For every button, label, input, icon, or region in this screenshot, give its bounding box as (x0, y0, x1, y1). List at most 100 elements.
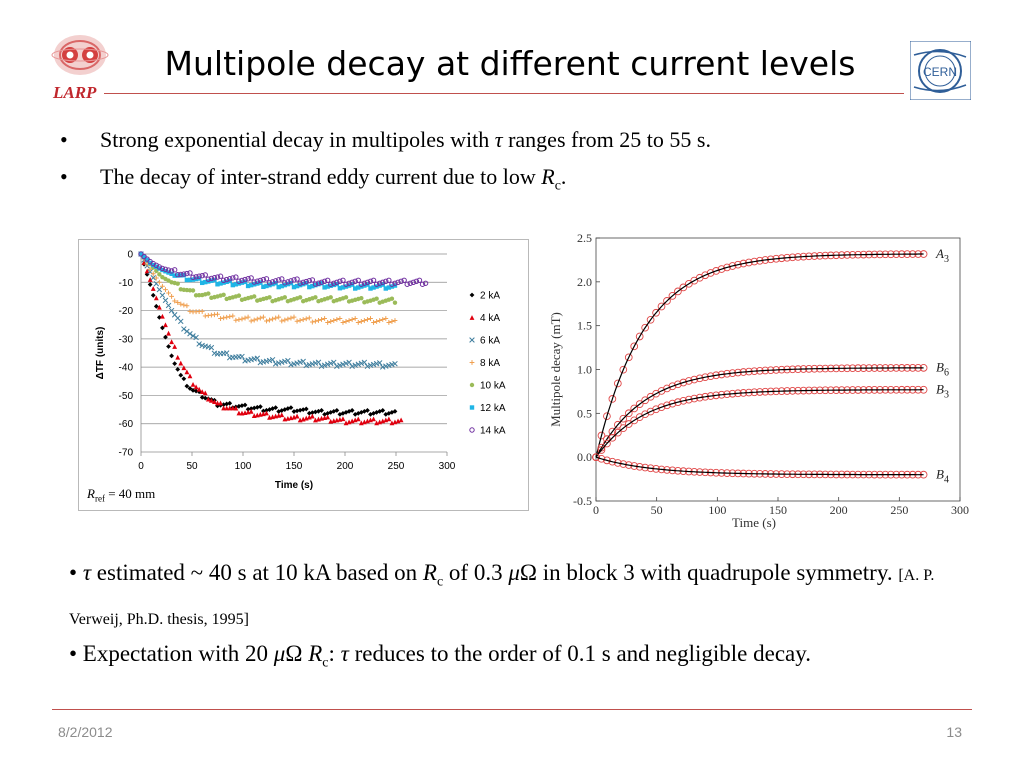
data-point (380, 317, 386, 322)
data-point (236, 410, 242, 416)
data-point (294, 413, 300, 419)
data-point (641, 323, 649, 332)
fit-line (595, 367, 924, 458)
data-point (663, 401, 671, 410)
data-point (171, 267, 178, 273)
data-point (389, 296, 395, 301)
cern-logo: CERN (909, 40, 972, 101)
data-point (361, 318, 367, 323)
data-point (184, 270, 190, 277)
data-point (386, 410, 392, 416)
x-tick-label: 200 (830, 503, 848, 517)
data-point (190, 274, 196, 281)
footer-divider (52, 709, 972, 710)
data-point (159, 292, 166, 299)
data-point (144, 257, 150, 263)
data-point (706, 269, 715, 277)
data-point (154, 264, 159, 269)
citation: [A. P. Verweij, Ph.D. thesis, 1995] (69, 567, 935, 628)
data-point (315, 280, 322, 286)
data-point (325, 414, 331, 420)
legend-marker (469, 405, 475, 410)
legend-label: 12 kA (480, 403, 506, 414)
data-point (734, 260, 742, 269)
data-point (646, 315, 655, 324)
data-point (613, 420, 622, 429)
x-tick-label: 50 (186, 461, 198, 472)
data-point (334, 279, 340, 285)
data-point (291, 284, 297, 290)
data-point (269, 279, 276, 285)
data-point (313, 282, 318, 288)
data-point (202, 390, 208, 396)
x-tick-label: 0 (593, 503, 599, 517)
data-point (674, 398, 682, 407)
data-point (349, 408, 355, 413)
data-point (245, 276, 251, 282)
data-point (325, 410, 331, 416)
data-point (364, 363, 371, 370)
data-point (679, 283, 688, 292)
data-point (353, 286, 358, 291)
data-point (294, 283, 300, 289)
data-point (340, 416, 346, 422)
data-point (236, 278, 242, 284)
data-point (367, 278, 374, 284)
data-point (144, 268, 150, 274)
data-point (224, 314, 230, 320)
data-point (319, 408, 324, 413)
data-point (153, 295, 159, 301)
data-point (300, 317, 306, 322)
data-point (190, 381, 196, 387)
data-point (242, 402, 248, 408)
data-point (261, 284, 266, 290)
data-point (150, 286, 156, 291)
data-point (227, 400, 233, 406)
series-14ka (138, 251, 429, 287)
data-point (199, 272, 205, 279)
data-point (349, 279, 355, 285)
data-point (619, 424, 628, 432)
data-point (608, 395, 617, 403)
data-point (346, 359, 352, 366)
data-point (337, 316, 343, 321)
data-point (603, 439, 611, 448)
legend-marker (469, 427, 475, 433)
data-point (316, 408, 321, 414)
data-point (236, 293, 242, 298)
y-tick-label: 2.5 (577, 231, 592, 245)
y-tick-label: -60 (119, 419, 134, 430)
data-point (361, 409, 367, 414)
data-point (422, 280, 429, 286)
data-point (279, 276, 285, 282)
legend-label: 10 kA (480, 381, 506, 392)
data-point (291, 314, 297, 320)
data-point (245, 314, 251, 320)
data-point (303, 406, 309, 412)
data-point (668, 399, 677, 408)
data-point (392, 280, 398, 286)
data-point (395, 279, 401, 285)
legend-marker (469, 315, 475, 320)
data-point (150, 275, 156, 281)
data-point (205, 396, 211, 402)
data-point (352, 316, 358, 321)
data-point (346, 280, 352, 286)
data-point (273, 315, 279, 321)
data-point (684, 395, 693, 404)
data-point (365, 317, 370, 322)
curve-label: B3 (936, 382, 949, 401)
data-point (355, 320, 361, 325)
x-tick-label: 0 (138, 461, 144, 472)
data-point (160, 313, 165, 319)
data-point (172, 273, 177, 278)
data-point (328, 295, 333, 300)
data-point (608, 427, 617, 436)
data-point (674, 287, 682, 296)
data-point (624, 420, 633, 428)
data-point (386, 285, 392, 290)
data-point (603, 412, 611, 421)
data-point (245, 406, 251, 412)
lower-bullet-1: • τ estimated ~ 40 s at 10 kA based on R… (69, 560, 935, 628)
data-point (221, 402, 227, 407)
